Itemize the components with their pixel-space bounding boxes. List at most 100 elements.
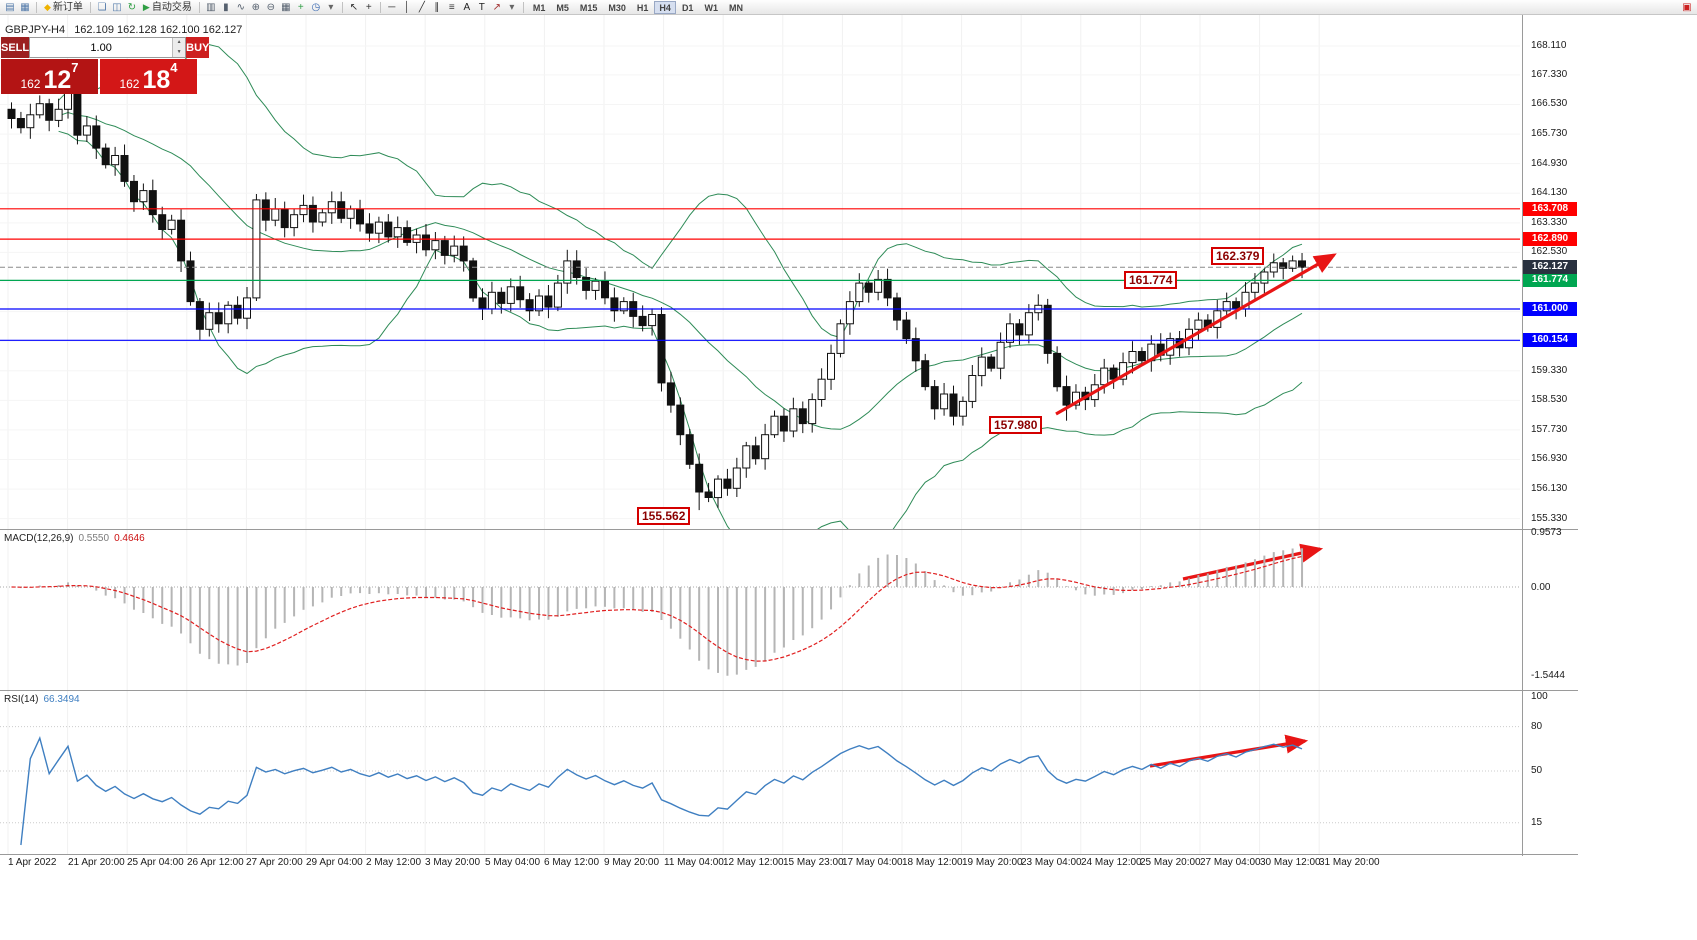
docked-window-icon[interactable]: ▣ — [1682, 1, 1692, 13]
macd-axis-label: -1.5444 — [1531, 670, 1565, 681]
time-axis-label[interactable]: 23 May 04:00 — [1021, 857, 1082, 868]
cursor-icon[interactable]: ↖ — [349, 1, 359, 13]
volume-increase-button[interactable]: ▲ — [173, 38, 186, 48]
add-indicator-icon[interactable]: + — [297, 1, 304, 13]
time-axis-label[interactable]: 12 May 12:00 — [723, 857, 784, 868]
refresh-icon[interactable]: ↻ — [127, 1, 137, 13]
time-axis-label[interactable]: 27 Apr 20:00 — [246, 857, 303, 868]
timeframe-button-m15[interactable]: M15 — [579, 2, 598, 13]
channel-icon[interactable]: ∥ — [434, 1, 440, 13]
price-axis-label: 158.530 — [1531, 394, 1568, 405]
time-axis-label[interactable]: 21 Apr 20:00 — [68, 857, 125, 868]
time-axis-label[interactable]: 11 May 04:00 — [664, 857, 724, 868]
time-axis-label[interactable]: 1 Apr 2022 — [8, 857, 57, 868]
time-axis-label[interactable]: 30 May 12:00 — [1260, 857, 1321, 868]
time-axis-label[interactable]: 31 May 20:00 — [1319, 857, 1380, 868]
annotation-label[interactable]: 161.774 — [1124, 271, 1178, 289]
window-cascade-icon[interactable]: ❏ — [97, 1, 107, 13]
time-axis-label[interactable]: 25 Apr 04:00 — [127, 857, 184, 868]
profiles-icon[interactable]: ▦ — [20, 1, 30, 13]
new-chart-icon[interactable]: ▤ — [5, 1, 15, 13]
sell-price-button[interactable]: 162 12 7 — [1, 59, 98, 94]
horizontal-line-icon[interactable]: ─ — [388, 1, 396, 13]
annotation-label[interactable]: 157.980 — [989, 416, 1043, 434]
bar-chart-type-icon[interactable]: ▥ — [206, 1, 216, 13]
zoom-in-icon[interactable]: ⊕ — [251, 1, 261, 13]
sell-button[interactable]: SELL — [1, 37, 30, 58]
time-axis-label[interactable]: 24 May 12:00 — [1081, 857, 1142, 868]
time-axis-label[interactable]: 17 May 04:00 — [842, 857, 903, 868]
chart-area: GBPJPY-H4 162.109 162.128 162.100 162.12… — [0, 15, 1697, 940]
time-axis-label[interactable]: 25 May 20:00 — [1140, 857, 1201, 868]
time-axis-label[interactable]: 6 May 12:00 — [544, 857, 600, 868]
zoom-out-icon[interactable]: ⊖ — [266, 1, 276, 13]
line-chart-type-icon[interactable]: ∿ — [236, 1, 246, 13]
timeframe-button-h1[interactable]: H1 — [636, 2, 649, 13]
volume-stepper[interactable]: ▲ ▼ — [29, 37, 187, 58]
autotrading-button[interactable]: ▶ 自动交易 — [140, 1, 195, 14]
rsi-panel[interactable] — [0, 691, 1578, 854]
fibonacci-icon[interactable]: ≡ — [448, 1, 455, 13]
vertical-line-icon[interactable]: │ — [403, 1, 410, 13]
rsi-axis-label: 15 — [1531, 817, 1543, 828]
buy-price-button[interactable]: 162 18 4 — [100, 59, 197, 94]
candlestick-type-icon[interactable]: ▮ — [223, 1, 229, 13]
buy-button[interactable]: BUY — [186, 37, 210, 58]
periods-icon[interactable]: ◷ — [311, 1, 321, 13]
trendline-icon[interactable]: ╱ — [418, 1, 425, 13]
time-axis-label[interactable]: 3 May 20:00 — [425, 857, 481, 868]
new-order-button-label: 新订单 — [52, 1, 83, 13]
label-tool-icon[interactable]: T — [478, 1, 485, 13]
rsi-axis-label: 50 — [1531, 765, 1543, 776]
volume-input[interactable] — [30, 38, 173, 57]
time-axis-label[interactable]: 27 May 04:00 — [1200, 857, 1261, 868]
annotation-label[interactable]: 155.562 — [637, 507, 691, 525]
arrows-caret-icon[interactable]: ▾ — [509, 1, 515, 13]
time-axis-label[interactable]: 15 May 23:00 — [783, 857, 844, 868]
trend-arrow[interactable] — [1182, 543, 1324, 581]
price-axis-label: 163.330 — [1531, 217, 1568, 228]
tile-windows-icon[interactable]: ▦ — [281, 1, 291, 13]
panel-separator[interactable] — [0, 854, 1578, 855]
new-order-button[interactable]: ◆ 新订单 — [41, 1, 86, 14]
chart-info: GBPJPY-H4 162.109 162.128 162.100 162.12… — [5, 24, 248, 36]
buy-price-main: 18 — [142, 65, 171, 94]
price-axis-label: 155.330 — [1531, 513, 1568, 524]
panel-separator[interactable] — [0, 529, 1578, 530]
time-axis-label[interactable]: 19 May 20:00 — [962, 857, 1023, 868]
volume-spinner: ▲ ▼ — [172, 38, 186, 57]
timeframe-button-m30[interactable]: M30 — [608, 2, 626, 13]
buy-price-pip: 4 — [170, 60, 178, 75]
toolbar-separator — [36, 1, 37, 13]
timeframe-button-m5[interactable]: M5 — [556, 2, 569, 13]
macd-panel[interactable] — [0, 530, 1578, 690]
timeframe-button-mn[interactable]: MN — [728, 2, 743, 13]
timeframe-button-h4[interactable]: H4 — [654, 0, 676, 14]
toolbar-separator — [379, 1, 381, 13]
arrows-tool-icon[interactable]: ↗ — [492, 1, 502, 13]
timeframe-button-w1[interactable]: W1 — [704, 2, 718, 13]
annotation-label[interactable]: 162.379 — [1211, 247, 1265, 265]
price-level-tag: 162.890 — [1523, 232, 1577, 246]
level-lines[interactable] — [0, 208, 1520, 341]
time-axis-label[interactable]: 18 May 12:00 — [902, 857, 963, 868]
time-axis-label[interactable]: 5 May 04:00 — [485, 857, 541, 868]
templates-caret-icon[interactable]: ▾ — [328, 1, 334, 13]
time-axis-label[interactable]: 26 Apr 12:00 — [187, 857, 244, 868]
trend-arrow[interactable] — [1055, 253, 1337, 416]
time-axis-label[interactable]: 9 May 20:00 — [604, 857, 660, 868]
time-axis-label[interactable]: 2 May 12:00 — [366, 857, 422, 868]
grid — [7, 530, 1320, 690]
time-axis-label[interactable]: 29 Apr 04:00 — [306, 857, 363, 868]
panel-separator[interactable] — [0, 690, 1578, 691]
volume-decrease-button[interactable]: ▼ — [173, 47, 186, 57]
price-axis-label: 162.530 — [1531, 246, 1568, 257]
timeframe-button-m1[interactable]: M1 — [532, 2, 546, 13]
price-chart-panel[interactable] — [0, 15, 1578, 529]
window-tile-icon[interactable]: ◫ — [112, 1, 122, 13]
timeframe-button-d1[interactable]: D1 — [681, 2, 694, 13]
autotrading-icon: ▶ — [142, 1, 150, 12]
text-tool-icon[interactable]: A — [463, 1, 471, 13]
crosshair-icon[interactable]: + — [365, 1, 372, 13]
